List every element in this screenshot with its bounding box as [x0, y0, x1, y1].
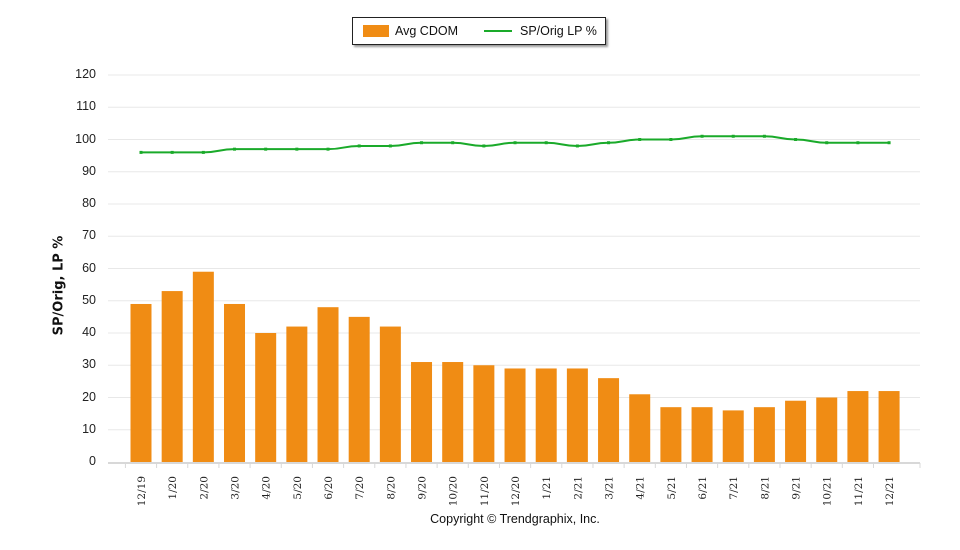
bar [379, 326, 401, 462]
line-marker [762, 134, 766, 138]
x-tick-label: 8/21 [759, 476, 771, 500]
bar [722, 410, 744, 462]
bar [317, 307, 339, 462]
legend-line-label: SP/Orig LP % [519, 24, 597, 38]
bar [753, 407, 775, 462]
line-marker [513, 141, 517, 145]
bar [504, 368, 526, 462]
bar [442, 362, 464, 462]
legend-line-swatch [483, 30, 512, 32]
bar [161, 291, 183, 462]
x-tick-label: 5/21 [666, 476, 678, 500]
legend-bar-label: Avg CDOM [395, 24, 458, 38]
y-tick-label: 20 [82, 389, 96, 404]
y-tick-label: 70 [82, 228, 96, 243]
line-marker [357, 144, 361, 148]
bar [224, 303, 246, 462]
y-tick-label: 90 [82, 163, 96, 178]
x-tick-label: 6/20 [323, 476, 335, 500]
line-marker [388, 144, 392, 148]
y-tick-label: 10 [82, 421, 96, 436]
bar [348, 316, 370, 462]
line-marker [607, 141, 611, 145]
bar [629, 394, 651, 462]
y-tick-label: 0 [89, 454, 96, 468]
line-marker [233, 147, 237, 151]
line-marker [825, 141, 829, 145]
x-tick-label: 2/20 [198, 476, 210, 500]
x-tick-label: 8/20 [385, 476, 397, 500]
x-tick-label: 7/20 [354, 476, 366, 500]
bar [598, 378, 620, 462]
x-tick-label: 7/21 [728, 476, 740, 500]
x-tick-label: 4/21 [635, 476, 647, 500]
bar [192, 271, 214, 462]
y-tick-label: 50 [82, 292, 96, 307]
line-marker [544, 141, 548, 145]
line-marker [201, 150, 205, 154]
bar [785, 400, 807, 462]
bar-series [130, 271, 900, 462]
line-marker [420, 141, 424, 145]
bar [473, 365, 495, 462]
y-tick-label: 120 [75, 67, 96, 81]
x-tick-label: 1/21 [541, 476, 553, 500]
x-tick-label: 3/21 [604, 476, 616, 500]
x-axis: 12/19 1/20 2/20 3/20 4/20 5/20 6/20 7/20 8/20 9/2… [108, 462, 921, 506]
bar [566, 368, 588, 462]
y-tick-label: 80 [82, 196, 96, 210]
line-marker [638, 138, 642, 141]
line-marker [264, 147, 268, 151]
x-tick-label: 12/21 [884, 476, 896, 506]
x-tick-label: 6/21 [697, 476, 709, 500]
y-tick-label: 110 [76, 99, 96, 114]
line-marker [575, 144, 579, 148]
x-tick-label: 2/21 [572, 476, 584, 500]
x-tick-label: 12/19 [136, 476, 148, 506]
y-tick-label: 40 [82, 325, 96, 339]
copyright-text: Copyright © Trendgraphix, Inc. [430, 512, 600, 526]
x-tick-label: 11/21 [853, 476, 865, 506]
x-tick-label: 9/21 [791, 476, 803, 500]
line-marker [170, 150, 174, 154]
x-tick-label: 4/20 [261, 476, 273, 500]
line-marker [139, 150, 143, 154]
x-tick-label: 12/20 [510, 476, 522, 506]
line-marker [482, 144, 486, 148]
line-marker [700, 134, 704, 138]
bar [847, 391, 869, 462]
bar [535, 368, 557, 462]
bar [660, 407, 682, 462]
line-marker [669, 138, 673, 141]
bar [255, 333, 277, 462]
bar [878, 391, 900, 462]
chart-legend: Avg CDOM SP/Orig LP % [352, 17, 606, 45]
x-tick-label: 9/20 [417, 476, 429, 500]
line-marker [887, 141, 891, 145]
bar [286, 326, 308, 462]
bar [691, 407, 713, 462]
line-path [141, 135, 890, 154]
line-marker [295, 147, 299, 151]
line-marker [451, 141, 455, 145]
y-tick-label: 60 [82, 260, 96, 275]
x-tick-label: 1/20 [167, 476, 179, 500]
line-series [139, 134, 891, 154]
y-tick-label: 100 [75, 131, 96, 146]
x-tick-label: 3/20 [230, 476, 242, 500]
x-tick-label: 11/20 [479, 476, 491, 506]
legend-bar-swatch [363, 25, 389, 37]
x-tick-label: 5/20 [292, 476, 304, 500]
bar [816, 397, 838, 462]
line-marker [731, 134, 735, 138]
y-tick-label: 30 [82, 357, 96, 372]
line-marker [794, 138, 798, 141]
line-marker [856, 141, 860, 145]
x-tick-label: 10/20 [448, 476, 460, 506]
bar [130, 303, 152, 462]
bar [411, 362, 433, 462]
line-marker [326, 147, 330, 151]
x-tick-label: 10/21 [822, 476, 834, 506]
